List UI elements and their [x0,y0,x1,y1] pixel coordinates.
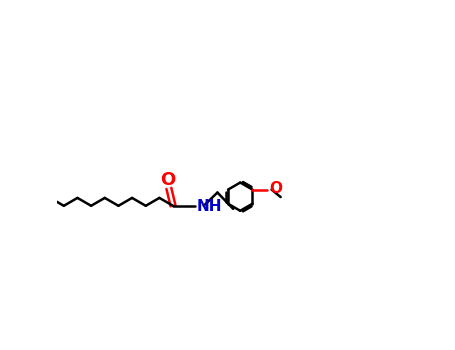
Text: O: O [161,171,176,189]
Text: O: O [269,181,282,196]
Text: NH: NH [196,199,222,214]
